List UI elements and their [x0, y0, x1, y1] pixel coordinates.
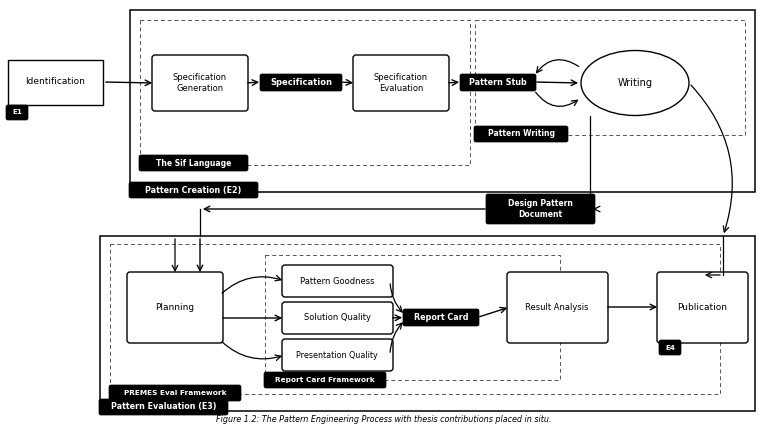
Text: Writing: Writing: [618, 78, 653, 88]
FancyBboxPatch shape: [109, 385, 241, 401]
FancyBboxPatch shape: [474, 126, 568, 142]
FancyBboxPatch shape: [152, 55, 248, 111]
Text: Solution Quality: Solution Quality: [304, 313, 371, 323]
FancyBboxPatch shape: [127, 272, 223, 343]
Text: Specification
Generation: Specification Generation: [173, 73, 227, 93]
FancyBboxPatch shape: [264, 372, 386, 388]
FancyBboxPatch shape: [460, 74, 536, 91]
Text: Pattern Goodness: Pattern Goodness: [300, 276, 375, 285]
Bar: [475, 20, 745, 135]
Text: Design Pattern
Document: Design Pattern Document: [508, 199, 573, 219]
Text: Specification: Specification: [270, 78, 332, 87]
Text: The Sif Language: The Sif Language: [156, 159, 231, 167]
FancyBboxPatch shape: [657, 272, 748, 343]
FancyBboxPatch shape: [130, 10, 755, 192]
FancyBboxPatch shape: [6, 105, 28, 120]
FancyBboxPatch shape: [486, 194, 595, 224]
Bar: [110, 244, 720, 394]
Text: Report Card: Report Card: [414, 313, 468, 322]
FancyBboxPatch shape: [100, 236, 755, 411]
Text: Pattern Stub: Pattern Stub: [469, 78, 527, 87]
FancyBboxPatch shape: [139, 155, 248, 171]
Text: Report Card Framework: Report Card Framework: [275, 377, 375, 383]
FancyBboxPatch shape: [507, 272, 608, 343]
Text: E1: E1: [12, 109, 22, 115]
FancyBboxPatch shape: [282, 265, 393, 297]
Bar: [265, 255, 560, 380]
Text: Identification: Identification: [25, 78, 85, 86]
Text: PREMES Eval Framework: PREMES Eval Framework: [124, 390, 226, 396]
FancyBboxPatch shape: [99, 399, 228, 415]
Text: Presentation Quality: Presentation Quality: [296, 351, 378, 360]
Ellipse shape: [581, 50, 689, 115]
FancyBboxPatch shape: [260, 74, 342, 91]
Text: Pattern Creation (E2): Pattern Creation (E2): [145, 186, 241, 195]
Text: Pattern Writing: Pattern Writing: [488, 129, 554, 139]
Text: Planning: Planning: [155, 302, 195, 312]
Text: E4: E4: [665, 344, 675, 351]
Text: Pattern Evaluation (E3): Pattern Evaluation (E3): [111, 402, 216, 412]
FancyBboxPatch shape: [129, 182, 258, 198]
FancyBboxPatch shape: [353, 55, 449, 111]
FancyBboxPatch shape: [8, 60, 103, 105]
FancyBboxPatch shape: [659, 340, 681, 355]
FancyBboxPatch shape: [403, 309, 479, 326]
Text: Specification
Evaluation: Specification Evaluation: [374, 73, 428, 93]
Text: Publication: Publication: [677, 302, 727, 312]
Text: Figure 1.2: The Pattern Engineering Process with thesis contributions placed in : Figure 1.2: The Pattern Engineering Proc…: [216, 416, 551, 424]
Text: Result Analysis: Result Analysis: [525, 302, 589, 312]
FancyBboxPatch shape: [282, 339, 393, 371]
FancyBboxPatch shape: [282, 302, 393, 334]
Bar: [140, 20, 470, 165]
